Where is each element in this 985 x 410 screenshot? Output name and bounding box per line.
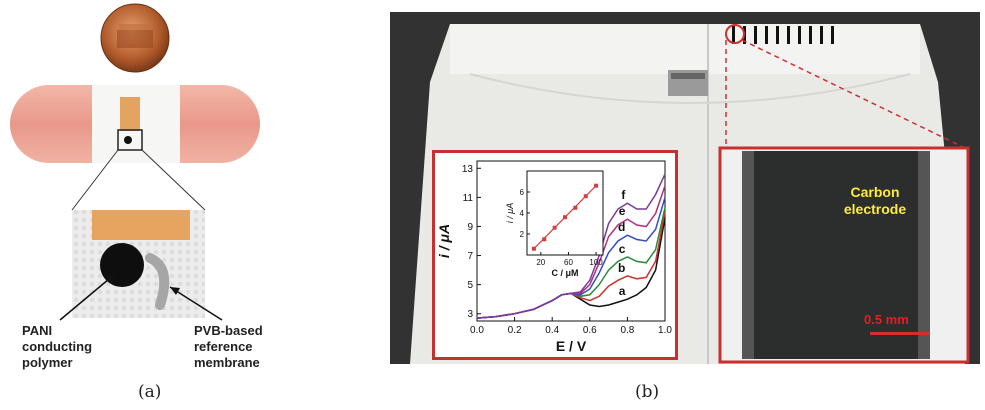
cv-series-label-b: b (618, 261, 625, 275)
panel-a-illustration (10, 3, 260, 321)
panel-b: Carbon electrode 0.5 mm 0.0 0.2 0.4 0.6 0.8 1… (390, 12, 980, 364)
inset-x-tick-label: 60 (564, 258, 573, 267)
panel-a: PANI conducting polymer PVB-based refere… (0, 0, 300, 410)
carbon-label-line1: Carbon (850, 184, 900, 200)
zoomed-electrode (72, 210, 205, 318)
cv-series-label-f: f (621, 188, 626, 202)
label-pvb: PVB-based reference membrane (194, 323, 263, 371)
carbon-electrode-inset (718, 146, 970, 364)
inset-x-axis-label: C / μM (551, 268, 578, 278)
cv-x-axis-label: E / V (556, 338, 587, 354)
inset-y-tick-label: 2 (520, 230, 525, 239)
cv-x-tick-label: 1.0 (658, 325, 672, 336)
cv-y-tick-label: 7 (467, 251, 473, 262)
cv-chart: 0.0 0.2 0.4 0.6 0.8 1.0 3 5 7 9 11 13 E / V i / μA abc… (436, 160, 672, 354)
arrowhead-pani (106, 274, 115, 283)
bandage-sensor (10, 85, 260, 163)
cv-chart-frame: 0.0 0.2 0.4 0.6 0.8 1.0 3 5 7 9 11 13 E / V i / μA a b c… (432, 150, 678, 360)
arrow-pvb (169, 286, 223, 321)
label-pvb-line3: membrane (194, 355, 260, 370)
caption-a: (a) (138, 382, 162, 402)
label-pani-line1: PANI (22, 323, 53, 338)
inset-data-point (531, 246, 536, 251)
inset-data-point (583, 194, 588, 199)
arrowhead-pvb (170, 287, 180, 295)
inset-data-point (552, 225, 557, 230)
cv-x-tick-label: 0.8 (620, 325, 634, 336)
cv-x-tick-label: 0.0 (470, 325, 484, 336)
label-pani: PANI conducting polymer (22, 323, 92, 371)
zoom-line-left (71, 149, 119, 211)
cv-x-tick-label: 0.6 (583, 325, 597, 336)
penny-coin (100, 3, 170, 73)
inset-y-axis-label: i / μA (505, 203, 515, 223)
cv-series-label-e: e (619, 204, 626, 218)
carbon-label-line2: electrode (843, 201, 907, 217)
cv-series-label-c: c (619, 242, 626, 256)
cv-y-tick-label: 5 (467, 280, 473, 291)
inset-data-point (573, 205, 578, 210)
label-pvb-line1: PVB-based (194, 323, 263, 338)
cv-series-label-a: a (619, 284, 626, 298)
inset-data-point (594, 183, 599, 188)
scale-bar-label: 0.5 mm (864, 312, 909, 327)
inset-data-point (563, 215, 567, 220)
cv-y-axis-label: i / μA (436, 224, 452, 258)
inset-y-tick-label: 4 (520, 209, 525, 218)
scale-bar (870, 332, 930, 335)
cv-series-line-f (476, 173, 666, 319)
cv-series-label-d: d (618, 220, 625, 234)
cv-y-tick-label: 3 (467, 309, 473, 320)
inset-data-point (542, 237, 547, 242)
cv-x-tick-label: 0.2 (508, 325, 522, 336)
cv-y-tick-label: 9 (467, 222, 473, 233)
cv-plot-frame (476, 160, 666, 322)
inset-x-tick-label: 100 (589, 258, 603, 267)
arrow-pani (59, 273, 116, 321)
inset-x-tick-label: 20 (536, 258, 545, 267)
zoom-circle (725, 24, 745, 44)
label-pani-line2: conducting (22, 339, 93, 354)
label-pvb-line2: reference (194, 339, 253, 354)
cv-y-tick-label: 13 (462, 164, 474, 175)
caption-b: (b) (635, 382, 660, 402)
zoom-line-right (141, 149, 206, 211)
carbon-electrode-label: Carbon electrode (820, 184, 930, 218)
inset-y-tick-label: 6 (520, 188, 525, 197)
inset-plot-frame (526, 170, 604, 256)
cv-x-tick-label: 0.4 (545, 325, 559, 336)
label-pani-line3: polymer (22, 355, 73, 370)
cv-y-tick-label: 11 (463, 193, 474, 204)
